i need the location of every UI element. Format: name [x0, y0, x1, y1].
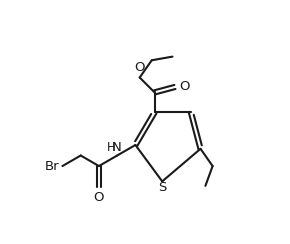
Text: H: H	[106, 141, 115, 154]
Text: O: O	[94, 191, 104, 204]
Text: O: O	[135, 61, 145, 74]
Text: S: S	[158, 181, 166, 194]
Text: O: O	[180, 81, 190, 93]
Text: Br: Br	[45, 160, 59, 173]
Text: N: N	[111, 141, 121, 154]
